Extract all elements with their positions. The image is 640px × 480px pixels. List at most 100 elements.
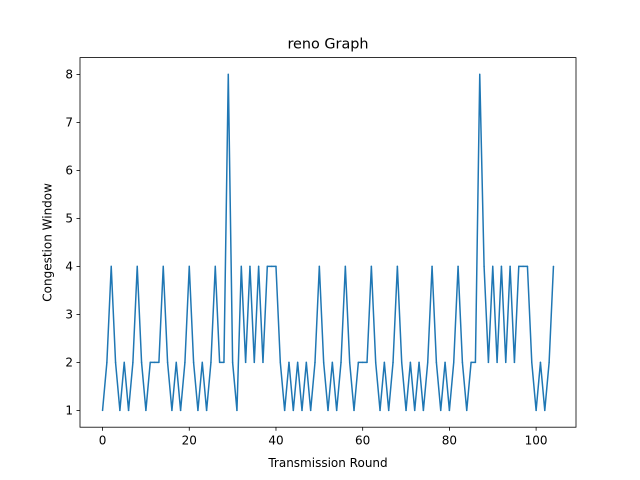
data-point [162,265,164,268]
data-point [179,409,182,412]
data-point [119,409,121,412]
data-point [171,409,173,412]
data-point [383,361,386,364]
data-point [405,409,407,412]
data-point [522,265,524,268]
data-point [127,409,130,412]
data-point [340,361,342,364]
data-point [296,361,299,364]
data-point [192,361,195,364]
data-point [309,409,312,412]
data-point [465,409,468,412]
chart-title: reno Graph [287,37,368,53]
data-point [175,361,177,364]
data-point [544,409,546,412]
data-point [526,265,529,268]
data-point [422,409,425,412]
x-tick-label: 60 [355,434,370,448]
data-point [301,409,303,412]
data-point [348,361,351,364]
data-point [322,361,325,364]
x-tick-label: 20 [182,434,197,448]
data-point [149,361,151,364]
x-tick-label: 0 [99,434,107,448]
data-point [448,409,451,412]
data-point [266,265,269,268]
data-point [188,265,191,268]
data-point [249,265,251,268]
data-point [123,361,125,364]
axes-frame [79,57,577,428]
data-point [479,73,481,76]
x-tick-label: 100 [525,434,548,448]
x-tick-label: 80 [442,434,457,448]
data-point [253,361,256,364]
data-point [509,265,511,268]
data-point [400,361,403,364]
data-point [548,361,550,364]
y-tick-label: 2 [65,356,73,370]
data-point [114,361,117,364]
data-point [227,73,230,76]
data-point [106,361,108,364]
data-point [305,361,308,364]
data-point [257,265,260,268]
y-tick-label: 8 [65,68,73,82]
data-point [327,409,329,412]
data-point [396,265,399,268]
y-tick-label: 1 [65,404,73,418]
data-point [461,361,464,364]
data-point [223,361,225,364]
data-point [153,361,156,364]
data-point [270,265,273,268]
data-point [392,361,394,364]
y-tick-label: 3 [65,308,73,322]
data-point [413,409,416,412]
data-point [531,361,533,364]
data-point [505,361,507,364]
data-point [292,409,295,412]
data-point [435,361,438,364]
data-point [201,361,204,364]
data-point [210,361,212,364]
data-point [487,361,490,364]
data-point [197,409,199,412]
data-point [231,361,234,364]
data-point [444,361,446,364]
data-point [262,361,264,364]
data-point [470,361,472,364]
data-point [240,265,243,268]
data-point [452,361,455,364]
x-tick-label: 40 [268,434,283,448]
data-point [184,361,186,364]
data-point [500,265,503,268]
data-point [110,265,112,268]
data-point [535,409,537,412]
data-point [318,265,321,268]
data-point [539,361,542,364]
x-axis: 0 20 40 60 80 100 [99,427,548,448]
data-point [314,361,316,364]
data-point [288,361,290,364]
data-point [513,361,516,364]
data-point [166,361,169,364]
data-point [474,361,477,364]
data-point [132,361,134,364]
data-point [361,361,364,364]
data-point [344,265,347,268]
data-point [205,409,208,412]
data-point [335,409,338,412]
data-point [409,361,412,364]
data-point [331,361,334,364]
data-point [357,361,360,364]
plot-area [101,73,555,412]
data-point [426,361,429,364]
data-point [370,265,373,268]
data-point [492,265,494,268]
data-point [158,361,160,364]
data-point [136,265,138,268]
data-point [439,409,442,412]
data-point [496,361,498,364]
